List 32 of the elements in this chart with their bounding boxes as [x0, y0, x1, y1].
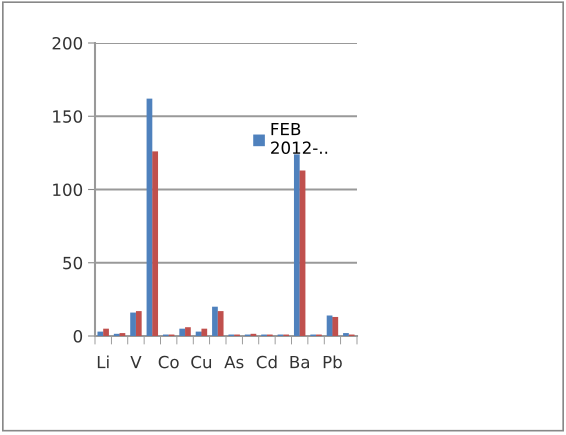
x-tick-label: As — [224, 356, 244, 368]
bar — [294, 154, 300, 336]
bar — [218, 311, 224, 336]
bar — [103, 328, 109, 336]
y-tick-label: 50 — [63, 256, 82, 270]
x-tick-label: V — [130, 356, 142, 368]
x-tick-label: Ba — [290, 356, 309, 368]
bar — [201, 328, 208, 336]
x-tick-label: Co — [158, 356, 179, 368]
x-tick-label: Pb — [324, 355, 342, 368]
x-tick-label: Li — [98, 355, 109, 368]
y-tick-label: 0 — [74, 330, 82, 343]
bar — [97, 332, 104, 336]
bar — [343, 333, 349, 336]
bar — [179, 328, 186, 336]
bar — [185, 327, 191, 336]
y-tick-label: 100 — [53, 183, 82, 196]
y-tick-label: 200 — [52, 36, 82, 50]
y-tick-label: 150 — [53, 110, 82, 123]
x-tick-label: Cu — [191, 356, 212, 368]
bar — [120, 333, 126, 336]
x-tick-label: Cd — [256, 355, 277, 368]
bar — [332, 316, 338, 336]
bar — [212, 306, 218, 336]
bar — [300, 170, 306, 336]
bar — [146, 98, 152, 336]
bar — [136, 311, 142, 336]
bar — [326, 315, 332, 336]
bar — [130, 312, 136, 336]
legend-label: FEB 2012-.. — [271, 122, 328, 154]
bar — [152, 151, 158, 336]
bar — [196, 332, 202, 336]
